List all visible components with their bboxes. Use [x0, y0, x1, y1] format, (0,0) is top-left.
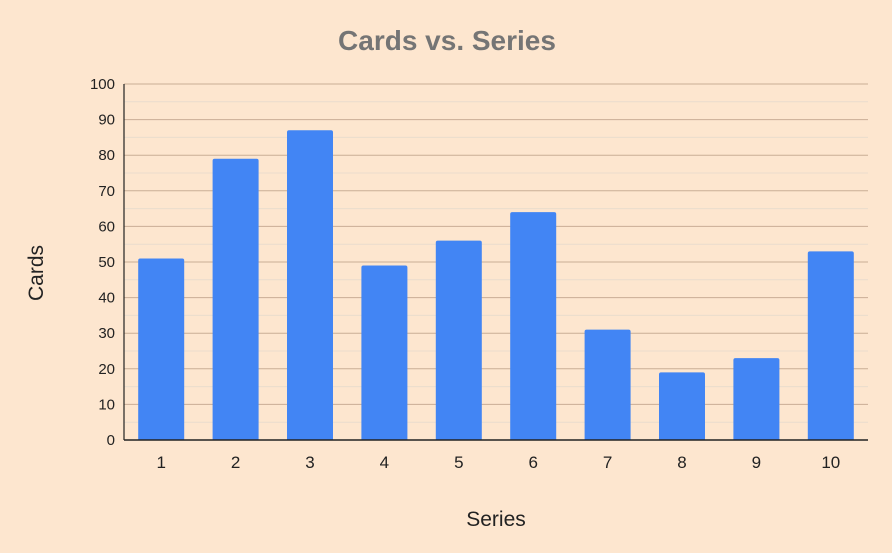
bar-6 — [510, 212, 557, 440]
bar-1 — [138, 258, 185, 440]
x-tick-label: 2 — [231, 453, 240, 472]
bar-4 — [361, 265, 408, 440]
y-tick-label: 90 — [98, 112, 115, 129]
bar-3 — [287, 130, 333, 440]
y-tick-label: 10 — [98, 396, 115, 413]
x-tick-label: 3 — [305, 453, 314, 472]
y-axis-label: Cards — [25, 245, 48, 301]
x-tick-label: 7 — [603, 453, 612, 472]
bar-2 — [212, 158, 259, 440]
bar-5 — [435, 240, 482, 440]
bar-9 — [733, 358, 780, 440]
y-tick-label: 50 — [98, 254, 115, 271]
y-tick-label: 80 — [98, 147, 115, 164]
bars — [138, 130, 854, 440]
bar-10 — [807, 251, 854, 440]
x-tick-label: 1 — [156, 453, 165, 472]
x-tick-label: 6 — [528, 453, 537, 472]
bar-7 — [584, 329, 631, 440]
y-tick-label: 60 — [98, 218, 115, 235]
bar-8 — [659, 372, 705, 440]
y-tick-label: 40 — [98, 290, 115, 307]
x-tick-label: 9 — [752, 453, 761, 472]
y-tick-labels: 0 10 20 30 40 50 60 70 80 90 100 — [90, 76, 115, 449]
y-tick-label: 100 — [90, 76, 115, 93]
x-tick-label: 5 — [454, 453, 463, 472]
y-tick-label: 20 — [98, 361, 115, 378]
axes — [123, 84, 868, 441]
y-tick-label: 0 — [107, 432, 115, 449]
y-tick-label: 70 — [98, 183, 115, 200]
x-tick-label: 8 — [677, 453, 686, 472]
y-tick-label: 30 — [98, 325, 115, 342]
x-tick-label: 10 — [821, 453, 840, 472]
chart-title: Cards vs. Series — [338, 25, 556, 56]
x-tick-label: 4 — [380, 453, 389, 472]
x-tick-labels: 1 2 3 4 5 6 7 8 9 10 — [156, 453, 840, 472]
x-axis-label: Series — [466, 508, 526, 531]
